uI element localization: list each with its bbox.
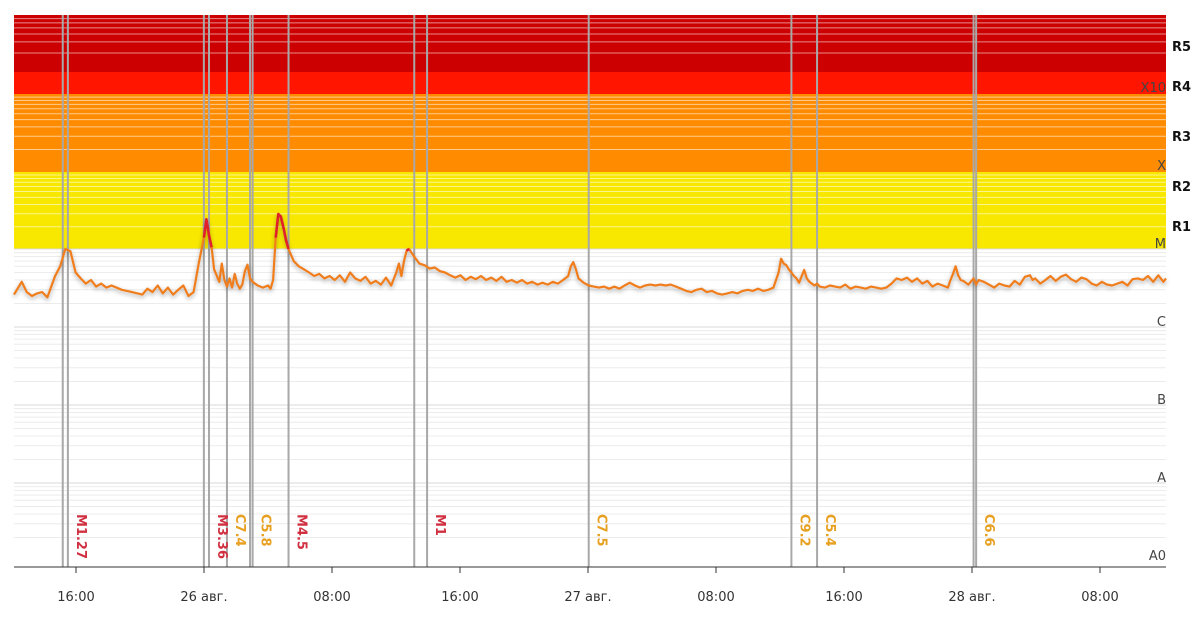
class-labels: X10 X M C B A A0 [1141,81,1167,564]
flare-label: C5.4 [822,514,837,547]
xray-flux-series [13,212,1167,299]
x-tick-label: 26 авг. [180,590,227,605]
x-tick-3: 08:00 [313,567,351,605]
r-label-r4: R4 [1172,80,1191,95]
class-label-b: B [1157,393,1166,408]
flare-markers [61,15,978,567]
x-tick-5: 27 авг. [564,567,612,605]
x-axis: 16:00 26 авг. 08:00 16:00 27 авг. 08:00 [14,566,1166,605]
band-r4 [14,72,1166,94]
x-tick-6: 08:00 [697,567,735,605]
x-tick-2: 26 авг. [180,567,228,605]
class-label-m: M [1155,237,1166,252]
x-tick-label: 08:00 [313,590,350,605]
x-tick-label: 16:00 [57,590,94,605]
class-label-c: C [1157,315,1166,330]
x-tick-label: 16:00 [441,590,478,605]
flare-label: M3.36 [214,514,229,559]
flare-label: C5.8 [258,514,273,547]
flare-labels: M1.27 M3.36 C7.4 C5.8 M4.5 M1 C7.5 C9.2 C5.4 C6.6 [73,514,996,559]
x-tick-label: 27 авг. [564,590,611,605]
flare-label: C7.4 [232,514,247,547]
class-label-x10: X10 [1141,81,1166,96]
x-tick-label: 16:00 [825,590,862,605]
flux-line-above-m [405,247,410,252]
r-label-r3: R3 [1172,130,1191,145]
x-tick-label: 08:00 [697,590,734,605]
r-scale-labels: R1 R2 R3 R4 R5 [1172,40,1191,235]
activity-bands [14,15,1166,249]
class-label-x: X [1157,159,1166,174]
x-tick-label: 28 авг. [948,590,995,605]
class-label-a0: A0 [1149,549,1166,564]
x-tick-8: 28 авг. [948,567,996,605]
flux-line-above-m [202,218,213,248]
flux-line-above-m [274,212,290,250]
flare-label: M4.5 [294,514,309,550]
flare-label: C9.2 [796,514,811,547]
x-tick-7: 16:00 [825,567,863,605]
x-tick-label: 08:00 [1081,590,1118,605]
band-r3 [14,94,1166,172]
flux-line [13,213,1167,299]
band-r5 [14,15,1166,72]
flare-label: C7.5 [594,514,609,547]
flare-label: M1 [432,514,447,536]
r-label-r5: R5 [1172,40,1191,55]
x-tick-4: 16:00 [441,567,479,605]
r-label-r2: R2 [1172,180,1191,195]
flare-label: M1.27 [73,514,88,559]
band-r1-r2 [14,172,1166,249]
r-label-r1: R1 [1172,220,1191,235]
x-tick-9: 08:00 [1081,567,1119,605]
x-tick-1: 16:00 [57,567,95,605]
class-label-a: A [1157,471,1166,486]
flare-label: C6.6 [981,514,996,547]
